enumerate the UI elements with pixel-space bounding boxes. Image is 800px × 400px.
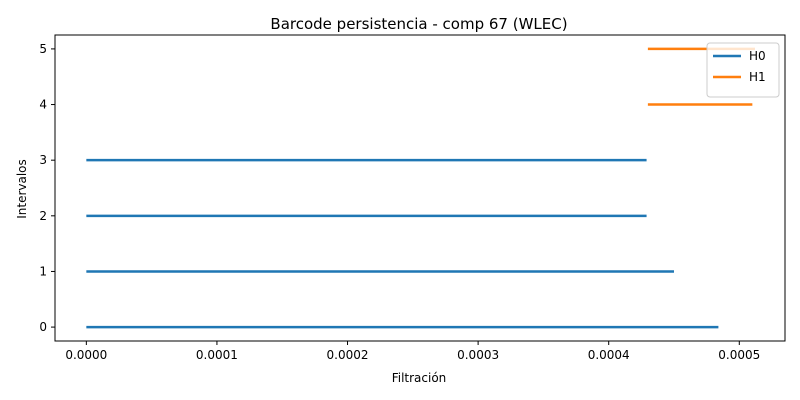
x-axis-ticks: 0.0000 0.0001 0.0002 0.0003 0.0004 0.0005 [65, 341, 760, 362]
y-axis-label: Intervalos [15, 159, 29, 219]
y-tick-label: 3 [39, 153, 47, 167]
legend: H0 H1 [706, 42, 780, 98]
y-tick-label: 5 [39, 42, 47, 56]
bars-layer [86, 47, 755, 329]
chart-title: Barcode persistencia - comp 67 (WLEC) [270, 15, 567, 33]
y-axis-ticks: 0 1 2 3 4 5 [39, 42, 55, 334]
x-tick-label: 0.0005 [718, 348, 760, 362]
legend-box [706, 42, 780, 98]
legend-label-h1: H1 [749, 70, 766, 84]
y-tick-label: 2 [39, 209, 47, 223]
x-tick-label: 0.0002 [327, 348, 369, 362]
y-tick-label: 4 [39, 98, 47, 112]
y-tick-label: 0 [39, 320, 47, 334]
y-tick-label: 1 [39, 264, 47, 278]
legend-label-h0: H0 [749, 49, 766, 63]
x-tick-label: 0.0001 [196, 348, 238, 362]
x-tick-label: 0.0004 [588, 348, 630, 362]
plot-frame [54, 34, 786, 342]
x-tick-label: 0.0003 [457, 348, 499, 362]
x-tick-label: 0.0000 [65, 348, 107, 362]
x-axis-label: Filtración [392, 371, 447, 385]
